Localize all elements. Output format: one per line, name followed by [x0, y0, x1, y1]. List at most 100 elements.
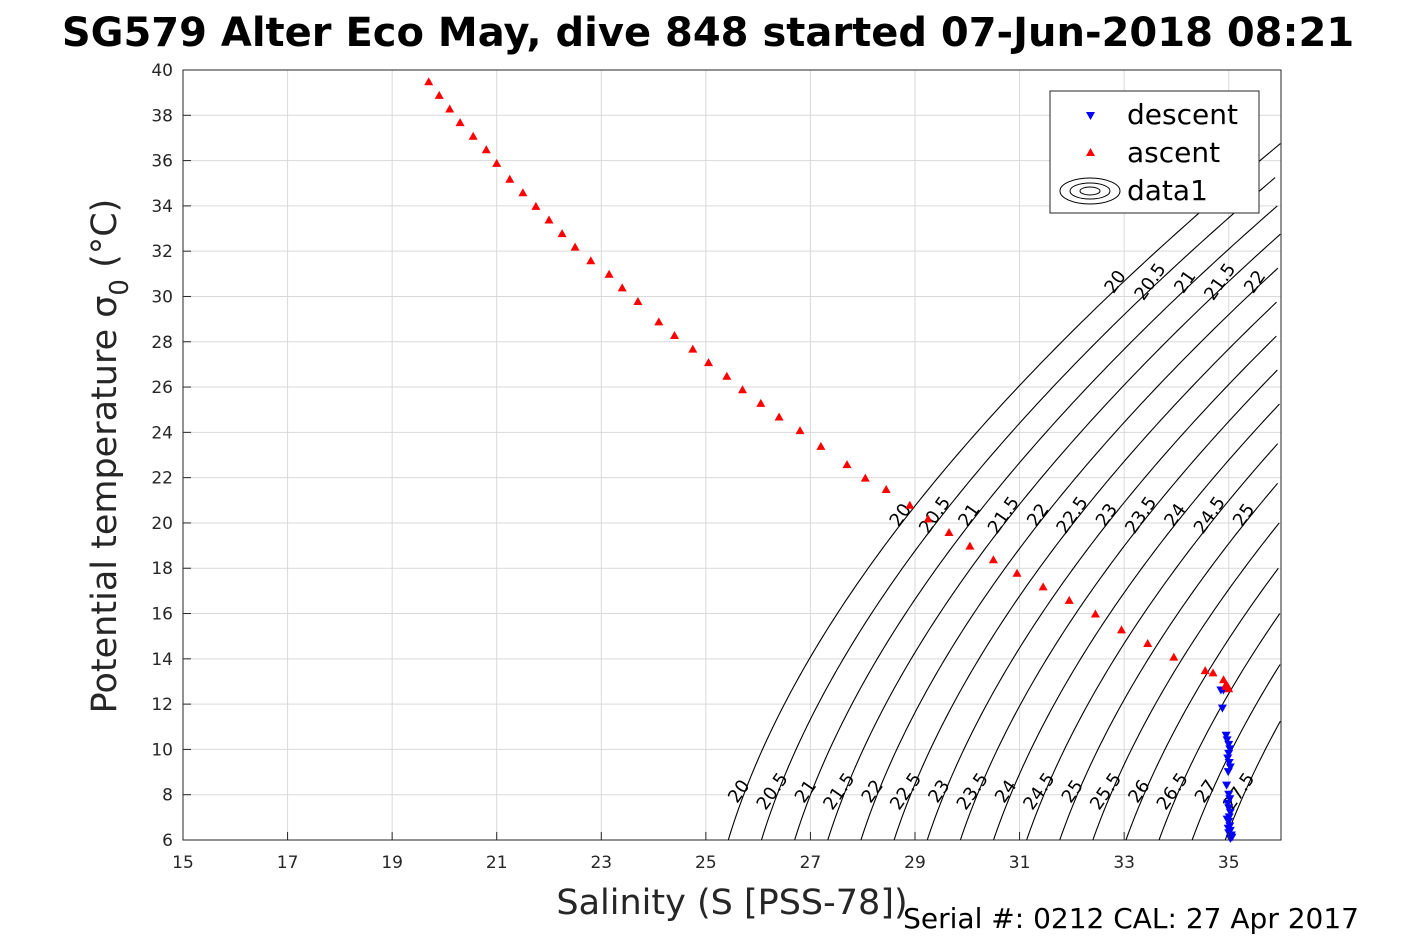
ascent-point [795, 426, 805, 435]
ascent-point [557, 229, 567, 238]
contour-line-22 [860, 267, 1279, 841]
y-tick-label: 34 [151, 197, 173, 217]
ascent-point [988, 555, 998, 564]
y-tick-label: 6 [162, 831, 173, 851]
contour-line-23 [926, 335, 1277, 841]
contour-label: 25 [1229, 500, 1259, 531]
ascent-point [1169, 652, 1179, 661]
x-tick-label: 27 [800, 853, 822, 873]
contour-label: 21 [1170, 267, 1200, 298]
y-tick-label: 12 [151, 695, 173, 715]
ascent-point [434, 90, 444, 99]
ascent-point [633, 297, 643, 305]
y-axis-label-main: Potential temperature σ [85, 296, 125, 714]
ascent-point [468, 131, 478, 140]
plot-area [182, 69, 1282, 841]
y-tick-label: 8 [162, 786, 173, 806]
y-tick-label: 38 [151, 106, 173, 126]
descent-point [1225, 834, 1235, 843]
descent-point [1224, 740, 1234, 749]
ascent-point [604, 269, 614, 278]
descent-point [1222, 736, 1232, 745]
contour-label: 21.5 [984, 493, 1024, 538]
contour-label: 20.5 [753, 769, 793, 814]
contour-line-24 [992, 403, 1280, 841]
contour-label: 22.5 [886, 769, 926, 814]
descent-point [1223, 754, 1233, 763]
ascent-point [1090, 609, 1100, 618]
ascent-point [842, 460, 852, 469]
legend-ascent-label: ascent [1127, 136, 1220, 169]
ascent-point [1200, 666, 1210, 675]
x-tick-label: 33 [1113, 853, 1135, 873]
y-tick-label: 14 [151, 650, 173, 670]
ascent-point [1064, 595, 1074, 604]
ascent-point [774, 412, 784, 421]
descent-point [1224, 759, 1234, 767]
ascent-point [570, 242, 580, 251]
descent-point [1225, 808, 1235, 817]
contour-line-26.5 [1158, 613, 1281, 841]
y-tick-label: 32 [151, 242, 173, 262]
contour-label: 20 [1100, 267, 1130, 298]
density-contours [727, 143, 1281, 841]
ascent-point [722, 371, 732, 380]
ascent-point [1117, 625, 1126, 634]
ascent-point [965, 541, 975, 550]
x-tick-label: 15 [172, 853, 194, 873]
contour-line-20 [727, 143, 1281, 841]
legend-descent-marker [1086, 112, 1095, 120]
ascent-point [905, 500, 915, 509]
x-tick-label: 31 [1009, 853, 1031, 873]
contour-label: 24 [1160, 500, 1190, 531]
ascent-point [670, 331, 679, 339]
contour-line-25.5 [1092, 522, 1280, 841]
ascent-point [881, 485, 891, 493]
ascent-point [816, 441, 826, 450]
x-tick-label: 21 [486, 853, 508, 873]
x-tick-label: 29 [904, 853, 926, 873]
ascent-point [756, 398, 766, 407]
y-tick-label: 22 [151, 469, 173, 489]
descent-point [1225, 745, 1235, 754]
contour-label: 22 [1240, 267, 1270, 298]
y-tick-label: 40 [151, 61, 173, 81]
y-tick-label: 18 [151, 559, 173, 579]
contour-line-22.5 [893, 301, 1277, 841]
descent-point [1224, 790, 1234, 799]
ascent-point [1012, 568, 1022, 577]
ascent-point [424, 77, 434, 86]
contour-line-20.5 [760, 177, 1276, 841]
ascent-point [445, 104, 455, 113]
contour-line-25 [1059, 482, 1279, 841]
descent-point [1224, 749, 1234, 758]
descent-point [1221, 731, 1231, 740]
ascent-point [1221, 682, 1231, 690]
ascent-point [860, 473, 870, 482]
y-tick-label: 30 [151, 287, 173, 307]
ascent-point [944, 528, 954, 536]
contour-label: 21 [954, 500, 984, 531]
contour-label: 22 [1023, 500, 1053, 531]
legend-contour-icon [1059, 177, 1121, 205]
contour-label: 20 [724, 776, 754, 807]
ascent-point [738, 385, 747, 394]
ascent-point [617, 283, 627, 292]
ascent-point [704, 358, 713, 367]
ascent-point [544, 215, 554, 224]
y-axis-ticks: 6 8 10 12 14 16 18 20 22 24 26 28 30 32 34 36 38 40 [151, 61, 191, 851]
ascent-point [688, 344, 698, 353]
contour-line-27.5 [1224, 720, 1281, 841]
descent-point [1225, 763, 1235, 772]
contour-label: 21.5 [1200, 260, 1240, 305]
contour-label: 23.5 [953, 769, 993, 814]
x-axis-label: Salinity (S [PSS-78]) [556, 883, 907, 923]
ascent-point [455, 118, 465, 127]
descent-point [1223, 799, 1233, 808]
contour-label: 24.5 [1019, 769, 1059, 814]
ascent-point [654, 317, 664, 326]
contour-line-21.5 [827, 233, 1281, 841]
y-axis-label-unit: (°C) [85, 199, 125, 279]
ascent-point [1208, 668, 1218, 677]
